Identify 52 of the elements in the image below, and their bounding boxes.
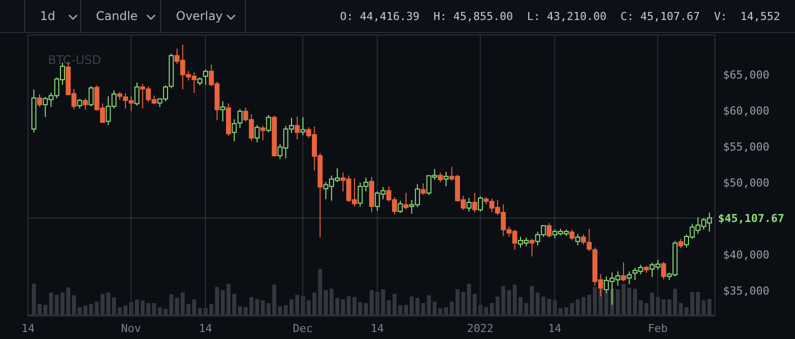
candlestick <box>260 125 266 141</box>
y-tick-label: $35,000 <box>723 284 770 298</box>
candlestick <box>82 98 88 110</box>
candlestick <box>466 197 472 212</box>
text: 1d <box>40 9 56 23</box>
text: Overlay <box>176 9 223 23</box>
candlestick <box>37 94 42 108</box>
text: O: 44,416.39 <box>340 10 420 23</box>
candlestick <box>220 100 226 122</box>
y-tick-label: $50,000 <box>723 176 770 190</box>
candlestick <box>444 171 449 187</box>
candlestick <box>403 192 408 210</box>
x-tick-label: Dec <box>292 322 313 335</box>
candlestick <box>77 98 82 109</box>
y-tick-label: $60,000 <box>723 104 770 118</box>
candlestick <box>546 222 552 238</box>
candlestick <box>203 69 208 86</box>
candlestick <box>438 172 443 182</box>
candlestick <box>570 229 575 241</box>
candlestick <box>88 86 94 107</box>
x-tick-label: 14 <box>21 322 35 335</box>
candlestick <box>575 233 580 246</box>
candlestick <box>398 200 403 214</box>
text: L: 43,210.00 <box>526 10 606 23</box>
candlestick <box>266 114 272 133</box>
x-tick-label: Nov <box>121 322 142 335</box>
candlestick <box>661 261 666 280</box>
candlestick <box>472 192 478 213</box>
x-tick-label: 14 <box>370 322 384 335</box>
text: H: 45,855.00 <box>433 10 513 23</box>
x-tick-label: 14 <box>198 322 212 335</box>
x-tick-label: 14 <box>548 322 562 335</box>
candlestick <box>621 262 626 282</box>
candlestick <box>626 270 632 285</box>
x-tick-label: 2022 <box>467 322 494 335</box>
ref-line-label: $45,107.67 <box>718 212 784 225</box>
candlestick <box>254 124 260 143</box>
text: BTC-USD <box>48 53 102 67</box>
x-tick-label: Feb <box>648 322 668 335</box>
y-tick-label: $65,000 <box>723 68 770 82</box>
y-tick-label: $40,000 <box>723 248 770 262</box>
candlestick <box>134 82 140 106</box>
y-tick-label: $55,000 <box>723 140 770 154</box>
text: V: 14,552 <box>714 10 780 23</box>
candlestick <box>294 116 300 140</box>
candlestick <box>478 196 483 212</box>
candlestick <box>678 238 684 249</box>
candlestick <box>420 182 426 196</box>
candlestick <box>300 116 306 136</box>
text: Candle <box>96 9 138 23</box>
text: C: 45,107.67 <box>620 10 700 23</box>
candlestick <box>529 238 534 257</box>
